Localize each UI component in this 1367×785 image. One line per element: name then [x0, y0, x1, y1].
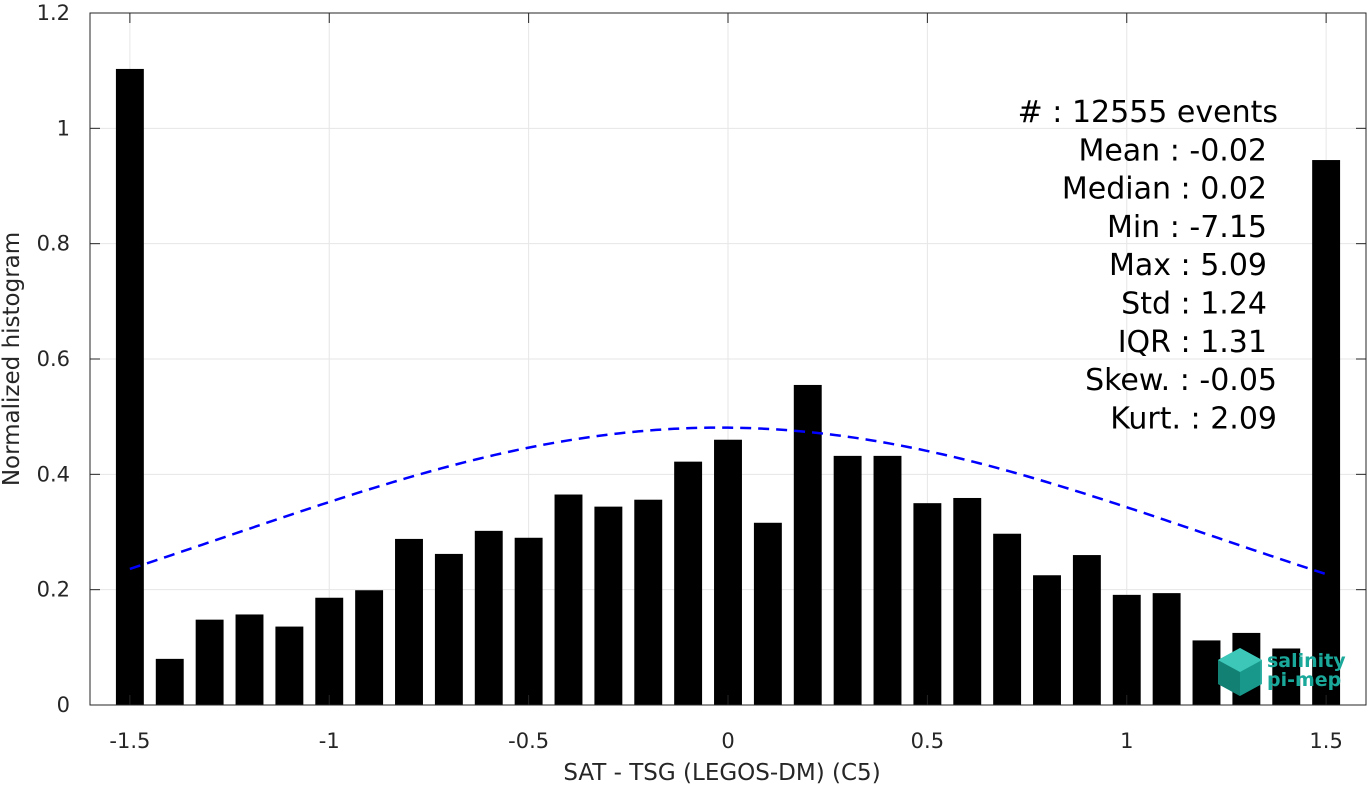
histogram-bar [634, 499, 663, 705]
histogram-bar [873, 455, 902, 705]
x-tick-label: -1 [319, 729, 340, 753]
histogram-bar [554, 494, 583, 705]
y-tick-label: 0 [57, 693, 70, 717]
histogram-bar [953, 497, 982, 705]
stat-line: # : 12555 events [1018, 95, 1278, 130]
histogram-bar [1112, 594, 1141, 705]
stat-line: Skew. : -0.05 [1085, 363, 1277, 398]
x-tick-label: 1.5 [1309, 729, 1342, 753]
y-tick-label: 0.4 [37, 462, 70, 486]
gaussian-fit-curve [129, 426, 1327, 576]
histogram-bar [753, 522, 782, 705]
x-tick-labels: -1.5 -1 -0.5 0 0.5 1 1.5 [109, 729, 1342, 753]
histogram-bar [155, 658, 184, 705]
histogram-bar [115, 68, 144, 706]
histogram-bar [395, 538, 423, 705]
stat-line: Median : 0.02 [1062, 172, 1267, 207]
stat-line: IQR : 1.31 [1118, 325, 1267, 360]
y-tick-label: 1.2 [37, 1, 70, 25]
y-tick-label: 0.8 [37, 232, 70, 256]
stat-line: Std : 1.24 [1121, 287, 1267, 322]
y-axis-title: Normalized histogram [0, 232, 25, 486]
histogram-bar [833, 455, 862, 705]
histogram-bar [235, 614, 264, 705]
y-tick-labels: 0 0.2 0.4 0.6 0.8 1 1.2 [37, 1, 70, 717]
x-axis-title: SAT - TSG (LEGOS-DM) (C5) [563, 760, 880, 785]
histogram-bar [434, 553, 463, 705]
histogram-bar [1152, 593, 1181, 705]
stat-line: Min : -7.15 [1107, 210, 1267, 245]
histogram-bar [1033, 575, 1061, 705]
histogram-bar [714, 439, 742, 705]
histogram-bar [913, 503, 942, 705]
logo-cube-top-icon [1218, 648, 1262, 672]
stat-line: Kurt. : 2.09 [1110, 401, 1277, 436]
histogram-bar [793, 384, 822, 705]
histogram-bar [1312, 160, 1341, 706]
histogram-bars [115, 68, 1341, 706]
x-tick-label: 1 [1120, 729, 1133, 753]
histogram-bar [674, 461, 703, 705]
x-tick-label: 0 [721, 729, 734, 753]
histogram-bar [474, 530, 503, 705]
y-tick-label: 1 [57, 116, 70, 140]
histogram-bar [1072, 555, 1101, 705]
histogram-bar [275, 626, 304, 705]
histogram-bar [1272, 648, 1301, 705]
histogram-bar [195, 619, 224, 705]
histogram-bar [993, 533, 1022, 705]
x-tick-label: -1.5 [109, 729, 150, 753]
stat-line: Mean : -0.02 [1078, 133, 1267, 168]
logo-line-2: pi-mep [1267, 669, 1341, 691]
x-tick-label: 0.5 [911, 729, 944, 753]
stat-line: Max : 5.09 [1109, 248, 1267, 283]
axis-ticks [90, 12, 1366, 706]
histogram-bar [355, 590, 384, 705]
histogram-bar [514, 537, 543, 705]
y-tick-label: 0.6 [37, 347, 70, 371]
histogram-bar [315, 597, 344, 705]
histogram-bar [594, 506, 623, 705]
y-tick-label: 0.2 [37, 578, 70, 602]
x-tick-label: -0.5 [508, 729, 549, 753]
salinity-pimep-logo: salinity pi-mep [1218, 648, 1346, 696]
histogram-bar [1192, 640, 1221, 705]
logo-line-1: salinity [1267, 650, 1346, 672]
